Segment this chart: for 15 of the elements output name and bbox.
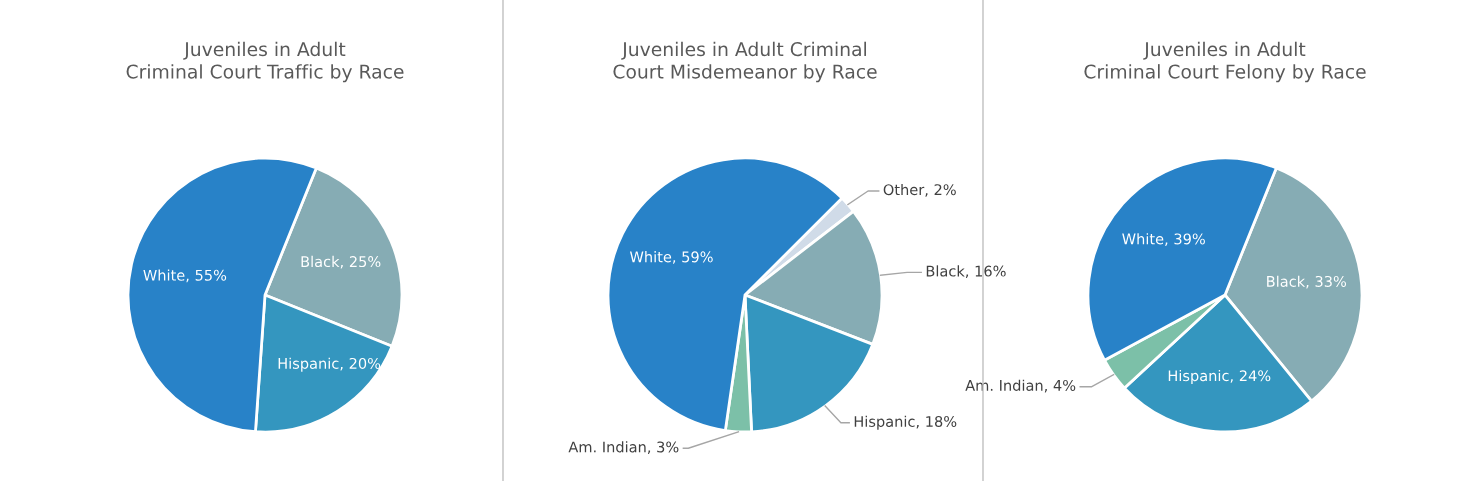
slice-label: Other, 2% — [883, 183, 956, 197]
slice-label: White, 55% — [143, 269, 227, 283]
slice-label: Hispanic, 24% — [1168, 369, 1271, 385]
slice-label: White, 59% — [629, 251, 713, 264]
chart-title: Juveniles in Adult Criminal Court Traffic by Race — [126, 41, 404, 83]
slice-label: Black, 33% — [1267, 275, 1347, 289]
slice-label: White, 39% — [1122, 233, 1205, 246]
chart-title: Juveniles in Adult Criminal Court Misdemeanor by Race — [613, 41, 877, 83]
slice-label: Am. Indian, 4% — [965, 379, 1076, 393]
slice-label: Hispanic, 20% — [278, 357, 381, 372]
slice-label: Hispanic, 18% — [854, 415, 957, 430]
slice-label: Am. Indian, 3% — [568, 441, 679, 454]
slice-label: Black, 25% — [301, 255, 381, 269]
slice-label: Black, 16% — [926, 265, 1006, 279]
chart-title: Juveniles in Adult Criminal Court Felony by Race — [1084, 41, 1366, 83]
